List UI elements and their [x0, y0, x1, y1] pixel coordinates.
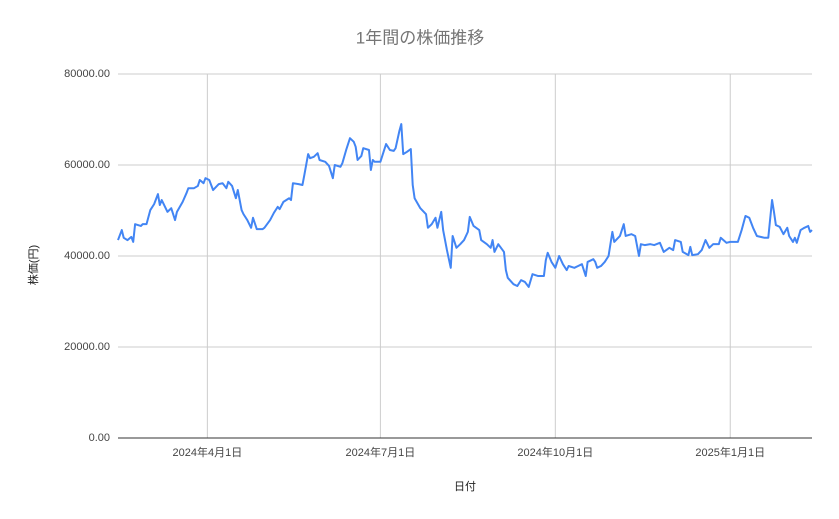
y-tick-label: 20000.00: [64, 341, 110, 353]
chart-title: 1年間の株価推移: [356, 28, 484, 47]
y-axis-title: 株価(円): [26, 245, 40, 285]
x-tick-label: 2025年1月1日: [695, 445, 765, 459]
x-tick-label: 2024年7月1日: [346, 445, 416, 459]
data-line: [117, 123, 813, 288]
x-tick-label: 2024年10月1日: [517, 445, 593, 459]
x-axis-title: 日付: [454, 480, 476, 493]
y-tick-label: 80000.00: [64, 68, 110, 80]
y-tick-label: 0.00: [89, 432, 110, 444]
x-tick-label: 2024年4月1日: [173, 445, 243, 459]
y-tick-label: 60000.00: [64, 159, 110, 171]
y-tick-label: 40000.00: [64, 250, 110, 262]
